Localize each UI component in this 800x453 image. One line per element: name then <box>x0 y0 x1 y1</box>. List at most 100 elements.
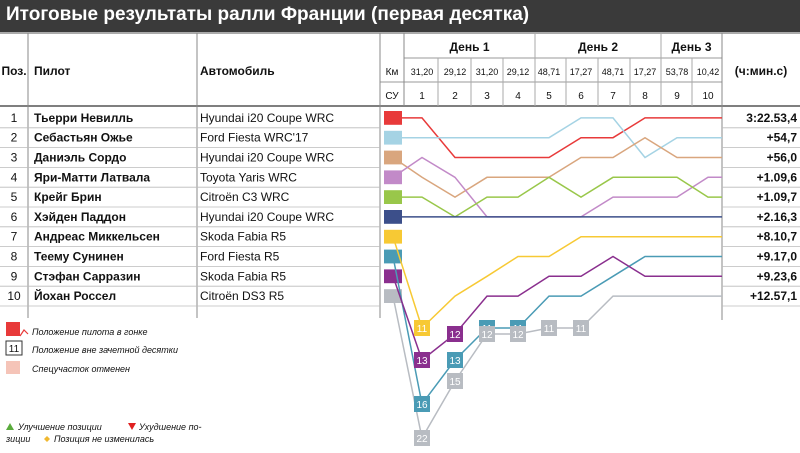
stage-km: 31,20 <box>411 67 434 77</box>
row-position: 3 <box>11 151 18 165</box>
row-car: Hyundai i20 Coupe WRC <box>200 111 334 125</box>
outside-marker-label: 11 <box>417 324 428 335</box>
legend-improve-label: Улучшение позиции <box>17 422 102 432</box>
stage-km: 48,71 <box>602 67 625 77</box>
stage-km: 29,12 <box>507 67 530 77</box>
row-time: +56,0 <box>767 151 798 165</box>
outside-marker-label: 12 <box>449 330 461 341</box>
outside-marker <box>414 430 430 446</box>
row-position: 6 <box>11 210 18 224</box>
legend-same-icon <box>44 436 50 442</box>
row-driver: Даниэль Сордо <box>34 151 126 165</box>
legend-same-label: Позиция не изменилась <box>54 434 154 444</box>
header-pos: Поз. <box>1 64 26 78</box>
legend-position-label: Положение пилота в гонке <box>32 327 148 337</box>
header-driver: Пилот <box>34 64 70 78</box>
legend-worsen-label: Ухудшение по- <box>138 422 202 432</box>
legend-cancelled-label: Спецучасток отменен <box>32 364 130 374</box>
row-time: +2.16,3 <box>757 210 798 224</box>
day-label: День 1 <box>449 40 489 54</box>
legend-worsen-icon <box>128 423 136 430</box>
outside-marker <box>447 352 463 368</box>
title-bar: Итоговые результаты ралли Франции (перва… <box>0 0 800 32</box>
series-line <box>392 295 722 441</box>
outside-marker-label: 12 <box>512 330 524 341</box>
stage-number: 3 <box>484 91 490 102</box>
header-car: Автомобиль <box>200 64 275 78</box>
row-car: Hyundai i20 Coupe WRC <box>200 151 334 165</box>
stage-number: 9 <box>674 91 680 102</box>
row-position: 9 <box>11 269 18 283</box>
outside-marker <box>447 373 463 389</box>
stage-number: 10 <box>702 91 714 102</box>
legend-worsen-label-cont: зиции <box>5 434 30 444</box>
row-car: Skoda Fabia R5 <box>200 230 286 244</box>
header-su: СУ <box>385 91 399 102</box>
row-car: Toyota Yaris WRC <box>200 170 297 184</box>
row-position: 1 <box>11 111 18 125</box>
series-line <box>393 176 722 218</box>
outside-marker-label: 11 <box>576 324 587 335</box>
stage-km: 29,12 <box>444 67 467 77</box>
outside-marker <box>447 326 463 342</box>
row-time: +1.09,6 <box>757 170 798 184</box>
outside-marker <box>414 320 430 336</box>
row-position: 2 <box>11 131 18 145</box>
stage-number: 5 <box>546 91 552 102</box>
row-position: 5 <box>11 190 18 204</box>
row-driver: Крейг Брин <box>34 190 102 204</box>
outside-marker <box>414 396 430 412</box>
legend-outside-sample: 11 <box>9 344 20 355</box>
row-driver: Тьерри Невилль <box>34 111 133 125</box>
series-line <box>392 136 722 198</box>
outside-marker-label: 16 <box>416 400 428 411</box>
row-car: Citroën C3 WRC <box>200 190 290 204</box>
outside-marker <box>479 326 495 342</box>
row-car: Ford Fiesta R5 <box>200 250 280 264</box>
series-line <box>392 235 722 330</box>
stage-number: 4 <box>515 91 521 102</box>
header-time: (ч:мин.с) <box>735 64 787 78</box>
outside-marker <box>541 320 557 336</box>
row-time: 3:22.53,4 <box>746 111 797 125</box>
row-driver: Хэйден Паддон <box>34 210 126 224</box>
stage-km: 17,27 <box>634 67 657 77</box>
row-car: Ford Fiesta WRC'17 <box>200 131 309 145</box>
series-line <box>392 156 722 218</box>
stage-km: 53,78 <box>666 67 689 77</box>
row-driver: Стэфан Сарразин <box>34 269 140 283</box>
row-driver: Йохан Россел <box>34 288 116 303</box>
outside-marker-label: 22 <box>416 434 428 445</box>
row-driver: Себастьян Ожье <box>34 131 133 145</box>
legend-position-swatch <box>6 322 20 336</box>
row-driver: Андреас Миккельсен <box>34 230 160 244</box>
outside-marker-label: 12 <box>481 330 493 341</box>
legend-cancelled-swatch <box>6 361 20 374</box>
stage-km: 48,71 <box>538 67 561 77</box>
stage-number: 2 <box>452 91 458 102</box>
legend-improve-icon <box>6 423 14 430</box>
row-time: +9.17,0 <box>757 250 798 264</box>
row-car: Citroën DS3 R5 <box>200 289 284 303</box>
outside-marker <box>414 352 430 368</box>
outside-marker-label: 11 <box>544 324 555 335</box>
row-time: +1.09,7 <box>757 190 798 204</box>
row-time: +54,7 <box>767 131 798 145</box>
row-driver: Теему Сунинен <box>34 250 124 264</box>
row-position: 8 <box>11 250 18 264</box>
series-line <box>393 117 722 159</box>
outside-marker-label: 13 <box>416 356 428 367</box>
row-driver: Яри-Матти Латвала <box>34 170 150 184</box>
outside-marker-label: 15 <box>449 377 461 388</box>
stage-number: 6 <box>578 91 584 102</box>
row-time: +12.57,1 <box>750 289 797 303</box>
row-position: 7 <box>11 230 18 244</box>
row-position: 10 <box>7 289 21 303</box>
header-km: Км <box>386 67 399 78</box>
stage-number: 1 <box>419 91 425 102</box>
page-title: Итоговые результаты ралли Франции (перва… <box>6 4 530 25</box>
row-car: Hyundai i20 Coupe WRC <box>200 210 334 224</box>
row-car: Skoda Fabia R5 <box>200 269 286 283</box>
row-time: +9.23,6 <box>757 269 798 283</box>
